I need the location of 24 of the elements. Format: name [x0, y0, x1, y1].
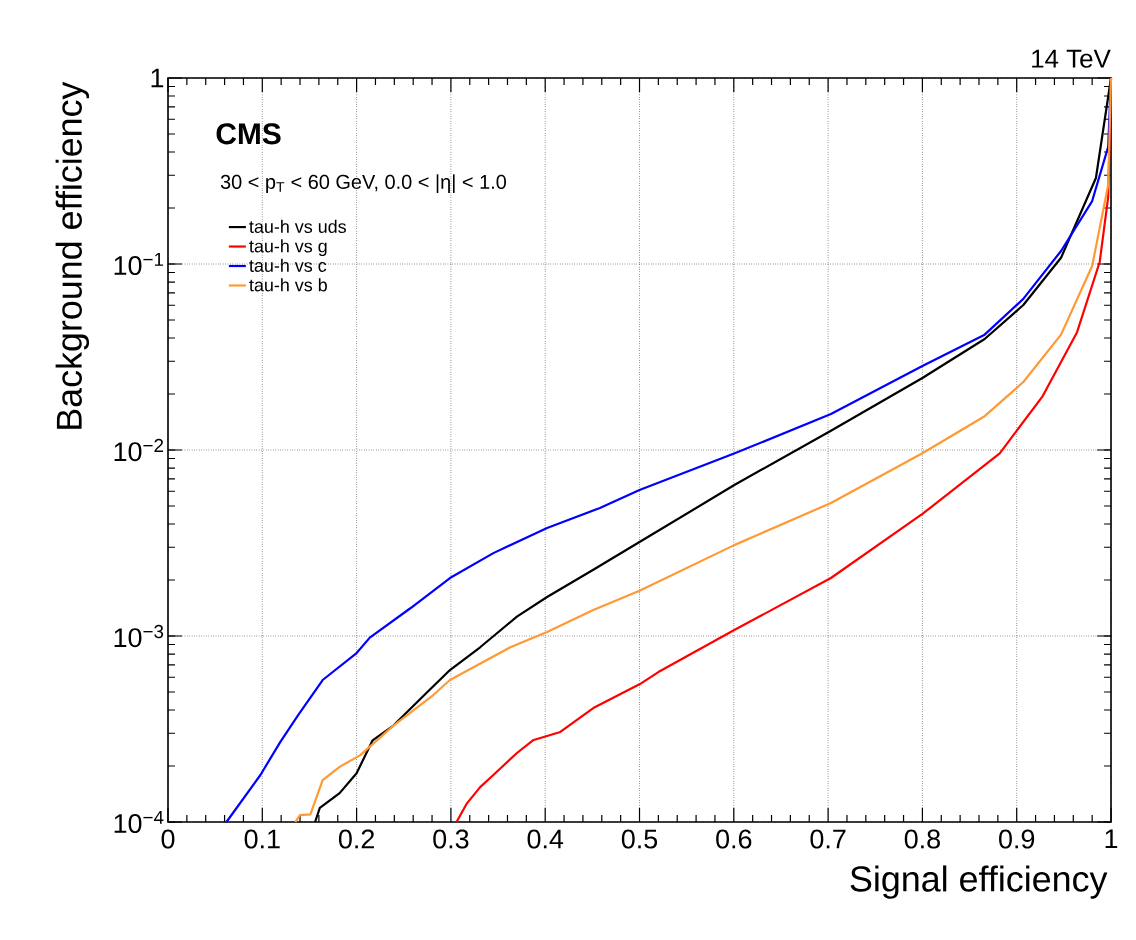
x-tick-label: 1 [1105, 829, 1118, 849]
x-tick-label: 0.6 [716, 829, 752, 849]
legend-label: tau-h vs uds [249, 219, 346, 233]
x-tick-label: 0.2 [338, 829, 374, 849]
x-tick-label: 0.1 [244, 829, 280, 849]
annotation: 30 < p$_{T}$ < 60 GeV, 0.0 < |η| < 1.0 [220, 174, 507, 193]
y-tick-label: 1 [151, 68, 164, 88]
x-tick-label: 0.3 [433, 829, 469, 849]
text: 14 TeV [1032, 49, 1111, 68]
y-tick-label: 10$^{−2}$ [114, 438, 164, 462]
x-tick-label: 0.9 [999, 829, 1035, 849]
legend-label: tau-h vs g [249, 239, 327, 257]
annotation: CMS [216, 123, 281, 145]
x-tick-label: 0.4 [527, 829, 564, 849]
x-tick-label: 0 [161, 829, 175, 849]
x-axis-title: Signal efficiency [850, 865, 1108, 899]
x-tick-label: 0.8 [904, 829, 940, 849]
legend-label: tau-h vs b [249, 278, 327, 292]
x-tick-label: 0.7 [810, 829, 846, 849]
x-tick-label: 0.5 [621, 829, 658, 849]
y-tick-label: 10$^{−3}$ [114, 624, 164, 648]
y-axis-title: Background efficiency [55, 81, 90, 429]
y-tick-label: 10$^{−1}$ [114, 252, 164, 276]
legend-label: tau-h vs c [249, 258, 327, 272]
